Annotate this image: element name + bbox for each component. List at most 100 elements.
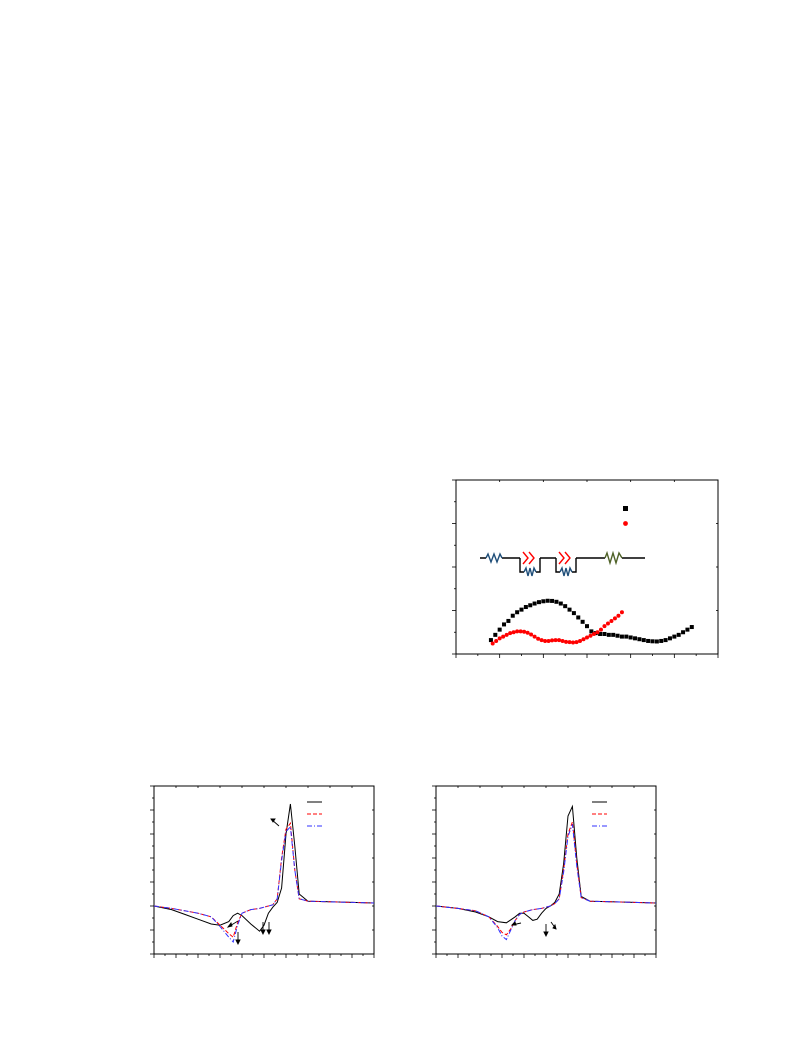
data-point-series-0	[672, 634, 677, 639]
data-point-series-1	[515, 629, 520, 634]
legend-marker-black	[623, 506, 628, 511]
data-point-series-1	[564, 639, 569, 644]
data-point-series-1	[543, 638, 548, 643]
data-point-series-0	[571, 611, 576, 616]
axis-ticks	[452, 479, 719, 658]
data-point-series-0	[667, 636, 672, 641]
data-point-series-0	[637, 637, 642, 642]
data-point-series-0	[676, 632, 681, 637]
data-point-series-0	[497, 627, 502, 632]
data-point-series-1	[518, 629, 523, 634]
data-point-series-0	[685, 627, 690, 632]
data-point-series-0	[615, 633, 620, 638]
data-point-series-0	[619, 634, 624, 639]
data-point-series-1	[553, 638, 558, 643]
data-point-series-1	[536, 636, 541, 641]
data-point-series-1	[581, 637, 586, 642]
data-point-series-1	[532, 634, 537, 639]
legend	[592, 801, 607, 827]
data-point-series-0	[567, 607, 572, 612]
data-point-series-0	[510, 613, 515, 618]
series-line-2	[435, 824, 657, 941]
legend-marker-red	[623, 521, 628, 526]
axis-ticks	[432, 785, 657, 958]
data-point-series-1	[557, 638, 562, 643]
data-point-series-1	[619, 610, 624, 615]
data-point-series-0	[589, 629, 594, 634]
data-point-series-1	[567, 640, 572, 645]
data-point-series-1	[511, 630, 516, 635]
data-point-series-1	[539, 638, 544, 643]
data-point-series-1	[550, 638, 555, 643]
data-point-series-1	[602, 624, 607, 629]
data-point-series-1	[525, 630, 530, 635]
data-point-series-0	[558, 601, 563, 606]
data-point-series-1	[490, 641, 495, 646]
data-point-series-1	[595, 630, 600, 635]
data-point-series-0	[515, 610, 520, 615]
axis-ticks	[150, 785, 375, 958]
data-point-series-1	[605, 621, 610, 626]
data-point-series-1	[529, 632, 534, 637]
data-point-series-0	[585, 624, 589, 629]
impedance-plot	[452, 479, 719, 658]
data-point-series-1	[588, 633, 593, 638]
data-point-series-1	[598, 627, 603, 632]
data-point-series-0	[689, 625, 694, 630]
data-point-series-0	[663, 638, 668, 643]
legend	[307, 801, 322, 827]
data-point-series-0	[628, 635, 633, 640]
data-point-series-0	[633, 636, 638, 641]
plot-series	[153, 803, 375, 944]
curve-plot-left	[150, 785, 375, 958]
equivalent-circuit-diagram	[480, 550, 645, 577]
data-point-series-0	[519, 607, 524, 612]
data-point-series-0	[659, 638, 664, 643]
plot-frame	[153, 785, 375, 955]
data-point-series-1	[591, 631, 596, 636]
data-point-series-0	[641, 638, 646, 643]
data-point-series-1	[504, 632, 509, 637]
data-point-series-0	[624, 634, 629, 639]
series-line-1	[435, 821, 657, 936]
data-point-series-1	[494, 638, 499, 643]
data-point-series-0	[506, 618, 511, 623]
data-point-series-0	[580, 619, 585, 624]
data-point-series-0	[554, 599, 559, 604]
data-point-series-0	[602, 631, 607, 636]
data-point-series-0	[545, 598, 550, 603]
data-point-series-0	[681, 630, 686, 635]
plot-series	[488, 598, 694, 646]
data-point-series-0	[611, 632, 616, 637]
curve-plot-right	[432, 785, 657, 958]
data-point-series-0	[646, 638, 651, 643]
series-line-0	[435, 804, 657, 924]
data-point-series-0	[598, 631, 603, 636]
data-point-series-0	[502, 622, 507, 627]
data-point-series-0	[550, 598, 555, 603]
data-point-series-0	[528, 603, 533, 608]
data-point-series-0	[606, 632, 611, 637]
data-point-series-0	[488, 638, 493, 643]
series-line-2	[153, 825, 375, 944]
series-line-0	[153, 803, 375, 932]
impedance-chart	[450, 476, 722, 661]
data-point-series-1	[585, 635, 589, 640]
data-point-series-1	[501, 634, 506, 639]
data-point-series-0	[650, 639, 655, 644]
data-point-series-0	[493, 632, 498, 637]
data-point-series-1	[560, 638, 565, 643]
curve-chart-right	[432, 782, 662, 962]
data-point-series-1	[522, 629, 527, 634]
data-point-series-1	[616, 613, 621, 618]
data-point-series-1	[571, 640, 576, 645]
data-point-series-1	[508, 631, 513, 636]
data-point-series-1	[609, 618, 614, 623]
data-point-series-0	[563, 604, 568, 609]
data-point-series-0	[654, 639, 659, 644]
data-point-series-0	[523, 605, 528, 610]
data-point-series-1	[612, 616, 617, 621]
data-point-series-1	[578, 638, 583, 643]
data-point-series-0	[576, 615, 581, 620]
annotation-arrows	[226, 818, 280, 946]
